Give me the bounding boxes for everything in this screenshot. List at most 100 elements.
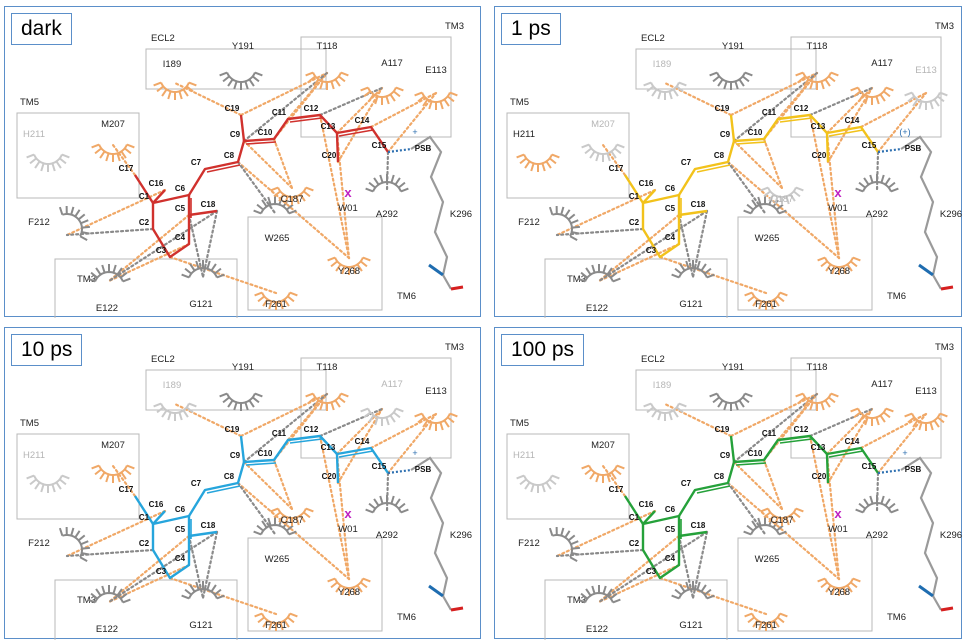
- atom-label-c6: C6: [665, 505, 676, 514]
- atom-label-c2: C2: [629, 539, 640, 548]
- residue-symbol: [643, 402, 687, 421]
- backbone: [932, 595, 942, 611]
- residue-label-t118: T118: [317, 41, 338, 52]
- residue-label-k296: K296: [450, 530, 472, 541]
- region-box: [544, 258, 728, 318]
- atom-label-c19: C19: [225, 425, 240, 434]
- residue-symbol: [26, 474, 70, 493]
- residue-label-a117: A117: [381, 379, 402, 390]
- region-label: ECL2: [641, 354, 665, 365]
- contact-line: [272, 137, 294, 190]
- atom-label-c6: C6: [665, 184, 676, 193]
- atom-label-c3: C3: [156, 567, 167, 576]
- contact-line: [808, 113, 841, 260]
- contact-line: [111, 143, 137, 177]
- retinal-bond: [239, 435, 246, 463]
- contact-line: [826, 407, 874, 485]
- retinal-bond: [642, 510, 656, 525]
- contact-line: [386, 412, 438, 475]
- residue-symbol: [153, 81, 197, 100]
- panel-dark: dark ECL2 TM3 TM5 TM3 TM6 Y191 I189 T118 A117 E11…: [4, 6, 481, 318]
- atom-label-c9: C9: [230, 451, 241, 460]
- residue-symbol: [817, 577, 861, 596]
- psb-bond: [387, 147, 412, 154]
- retinal-bond: [825, 132, 830, 163]
- residue-label-g121: G121: [189, 620, 212, 631]
- atom-label-c14: C14: [355, 116, 370, 125]
- atom-label-c10: C10: [748, 128, 763, 137]
- atom-label-c12: C12: [794, 425, 809, 434]
- residue-symbol: [327, 256, 371, 275]
- double-bond: [338, 450, 374, 458]
- contact-line: [201, 530, 219, 600]
- n-terminus: [428, 263, 444, 277]
- panel-title: 10 ps: [11, 334, 83, 366]
- residue-label-y268: Y268: [828, 266, 850, 277]
- region-label: TM5: [510, 418, 529, 429]
- lysine-chain: [900, 135, 939, 276]
- residue-label-h211: H211: [513, 129, 535, 140]
- atom-label-c18: C18: [691, 521, 706, 530]
- contact-line: [555, 227, 645, 237]
- residue-symbol: [855, 495, 899, 514]
- atom-label-c9: C9: [720, 451, 731, 460]
- contact-line: [335, 131, 351, 260]
- double-bond: [289, 438, 323, 444]
- residue-label-e122: E122: [586, 624, 608, 635]
- water-label: W01: [338, 203, 358, 214]
- psb-charge: +: [412, 127, 417, 137]
- residue-label-y191: Y191: [232, 362, 254, 373]
- atom-label-c5: C5: [175, 204, 186, 213]
- atom-label-c16: C16: [149, 179, 164, 188]
- double-bond: [828, 450, 864, 458]
- residue-label-c187: C187: [771, 515, 794, 526]
- region-box: [16, 433, 140, 520]
- residue-symbol: [219, 392, 263, 411]
- atom-label-c16: C16: [639, 179, 654, 188]
- contact-line: [732, 71, 819, 143]
- contact-line: [677, 534, 695, 600]
- atom-label-c5: C5: [665, 525, 676, 534]
- residue-symbol: [181, 581, 225, 600]
- atom-label-c13: C13: [811, 122, 826, 131]
- atom-label-c17: C17: [119, 485, 134, 494]
- residue-symbol: [253, 517, 297, 536]
- region-box: [790, 357, 942, 459]
- residue-symbol: [850, 86, 894, 105]
- contact-line: [335, 452, 351, 581]
- atom-label-c10: C10: [748, 449, 763, 458]
- region-box: [737, 216, 873, 311]
- residue-symbol: [26, 153, 70, 172]
- double-bond: [245, 462, 277, 466]
- residue-label-e113: E113: [915, 386, 936, 397]
- residue-symbol: [709, 392, 753, 411]
- interaction-diagram: ECL2 TM3 TM5 TM3 TM6 Y191 I189 T118 A117 E113 H211…: [506, 342, 962, 640]
- double-bond: [696, 485, 731, 494]
- panel-1ps: 1 ps ECL2 TM3 TM5 TM3 TM6 Y191 I189 T118 A117 E11…: [494, 6, 962, 318]
- atom-label-c19: C19: [715, 425, 730, 434]
- residue-label-e122: E122: [586, 303, 608, 314]
- atom-label-c18: C18: [201, 200, 216, 209]
- region-label: TM3: [567, 274, 586, 285]
- residue-symbol: [709, 71, 753, 90]
- atom-label-c2: C2: [139, 539, 150, 548]
- atom-label-c6: C6: [175, 184, 186, 193]
- retinal-bond: [133, 495, 155, 525]
- atom-label-c10: C10: [258, 128, 273, 137]
- residue-symbol: [58, 526, 90, 562]
- residue-label-a292: A292: [866, 209, 888, 220]
- atom-label-c11: C11: [272, 108, 287, 117]
- residue-label-c187: C187: [281, 515, 304, 526]
- atom-label-psb: PSB: [905, 465, 922, 474]
- retinal-bond: [678, 530, 708, 538]
- atom-label-c1: C1: [139, 192, 150, 201]
- c-terminus: [940, 285, 954, 291]
- region-label: TM3: [935, 21, 954, 32]
- contact-line: [762, 137, 784, 190]
- panel-10ps: 10 ps ECL2 TM3 TM5 TM3 TM6 Y191 I189 T118 A117 E1…: [4, 327, 481, 640]
- panel-100ps: 100 ps ECL2 TM3 TM5 TM3 TM6 Y191 I189 T118 A117 E…: [494, 327, 962, 640]
- residue-label-w265: W265: [755, 554, 780, 565]
- contact-line: [385, 150, 390, 193]
- contact-line: [242, 392, 329, 464]
- contact-line: [187, 534, 205, 600]
